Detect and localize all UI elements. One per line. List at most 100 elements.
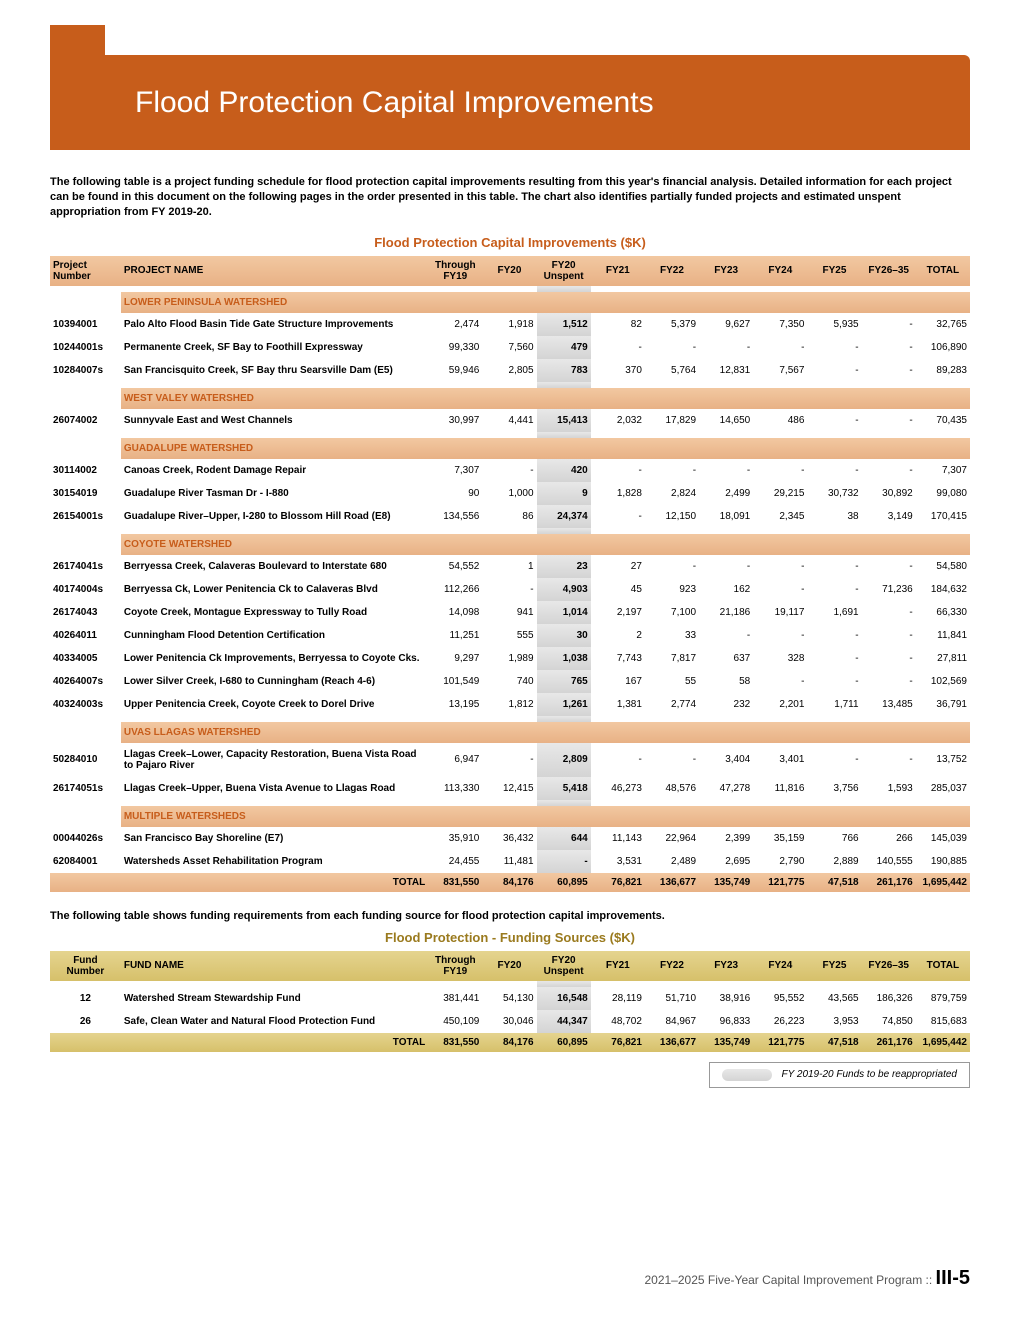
cell-value: 2,345: [753, 505, 807, 528]
cell-value: 11,481: [482, 850, 536, 873]
table-row: 26174043Coyote Creek, Montague Expresswa…: [50, 601, 970, 624]
col-fy24: FY24: [753, 951, 807, 981]
table-row: 30154019Guadalupe River Tasman Dr - I-88…: [50, 482, 970, 505]
cell-value: -: [482, 578, 536, 601]
cell-value: 36,432: [482, 827, 536, 850]
cell-number: 40324003s: [50, 693, 121, 716]
cell-value: 70,435: [916, 409, 970, 432]
cell-number: 26174041s: [50, 555, 121, 578]
cell-value: -: [753, 624, 807, 647]
cell-value: 21,186: [699, 601, 753, 624]
cell-value: -: [807, 743, 861, 777]
cell-value: 555: [482, 624, 536, 647]
cell-value: 3,149: [862, 505, 916, 528]
cell-value: 2,805: [482, 359, 536, 382]
col-fy25: FY25: [807, 951, 861, 981]
cell-value: 766: [807, 827, 861, 850]
cell-value: 112,266: [428, 578, 482, 601]
section-name: COYOTE WATERSHED: [121, 534, 428, 555]
cell-value: 232: [699, 693, 753, 716]
cell-value: -: [862, 409, 916, 432]
col-fy20: FY20: [482, 256, 536, 286]
total-row: TOTAL831,55084,17660,89576,821136,677135…: [50, 873, 970, 892]
footer-page-number: III-5: [936, 1267, 970, 1289]
cell-value: -: [807, 409, 861, 432]
cell-value: 4,441: [482, 409, 536, 432]
cell-value: 58: [699, 670, 753, 693]
cell-value: 136,677: [645, 873, 699, 892]
cell-value: 99,080: [916, 482, 970, 505]
cell-value: 95,552: [753, 987, 807, 1010]
table-row: 50284010Llagas Creek–Lower, Capacity Res…: [50, 743, 970, 777]
cell-value: 5,418: [537, 777, 591, 800]
cell-value: 27,811: [916, 647, 970, 670]
cell-value: -: [591, 336, 645, 359]
cell-value: 36,791: [916, 693, 970, 716]
cell-value: 15,413: [537, 409, 591, 432]
section-name: MULTIPLE WATERSHEDS: [121, 806, 428, 827]
cell-value: 285,037: [916, 777, 970, 800]
cell-name: Llagas Creek–Lower, Capacity Restoration…: [121, 743, 428, 777]
cell-number: 00044026s: [50, 827, 121, 850]
cell-name: Permanente Creek, SF Bay to Foothill Exp…: [121, 336, 428, 359]
cell-value: 1,512: [537, 313, 591, 336]
cell-value: 9,297: [428, 647, 482, 670]
cell-value: 3,404: [699, 743, 753, 777]
table-row: 40324003sUpper Penitencia Creek, Coyote …: [50, 693, 970, 716]
cell-value: -: [753, 336, 807, 359]
section-name: WEST VALEY WATERSHED: [121, 388, 428, 409]
cell-value: -: [699, 459, 753, 482]
cell-value: 7,560: [482, 336, 536, 359]
cell-number: 30114002: [50, 459, 121, 482]
col-fy20: FY20: [482, 951, 536, 981]
cell-value: 5,379: [645, 313, 699, 336]
cell-value: 54,552: [428, 555, 482, 578]
cell-value: 3,531: [591, 850, 645, 873]
cell-value: -: [645, 459, 699, 482]
cell-value: -: [699, 555, 753, 578]
cell-name: Watersheds Asset Rehabilitation Program: [121, 850, 428, 873]
cell-value: 7,307: [428, 459, 482, 482]
cell-value: 33: [645, 624, 699, 647]
cell-value: -: [807, 578, 861, 601]
col-fy22: FY22: [645, 256, 699, 286]
projects-table: Project Number PROJECT NAME Through FY19…: [50, 256, 970, 892]
cell-value: 46,273: [591, 777, 645, 800]
cell-value: 2,809: [537, 743, 591, 777]
cell-value: 59,946: [428, 359, 482, 382]
table-row: 62084001Watersheds Asset Rehabilitation …: [50, 850, 970, 873]
cell-name: Sunnyvale East and West Channels: [121, 409, 428, 432]
col-fy26-35: FY26–35: [862, 951, 916, 981]
page-footer: 2021–2025 Five-Year Capital Improvement …: [644, 1267, 970, 1290]
cell-value: 3,401: [753, 743, 807, 777]
table-row: 26Safe, Clean Water and Natural Flood Pr…: [50, 1010, 970, 1033]
cell-value: -: [807, 459, 861, 482]
cell-value: 84,176: [482, 1033, 536, 1052]
cell-value: 11,143: [591, 827, 645, 850]
cell-name: Palo Alto Flood Basin Tide Gate Structur…: [121, 313, 428, 336]
cell-value: 783: [537, 359, 591, 382]
cell-value: 486: [753, 409, 807, 432]
cell-value: 11,816: [753, 777, 807, 800]
cell-value: 45: [591, 578, 645, 601]
cell-value: -: [482, 459, 536, 482]
col-fy23: FY23: [699, 256, 753, 286]
cell-value: 28,119: [591, 987, 645, 1010]
cell-value: 1,261: [537, 693, 591, 716]
cell-name: Guadalupe River–Upper, I-280 to Blossom …: [121, 505, 428, 528]
table1-title: Flood Protection Capital Improvements ($…: [50, 235, 970, 250]
cell-value: 765: [537, 670, 591, 693]
cell-value: 2,201: [753, 693, 807, 716]
cell-value: 30,046: [482, 1010, 536, 1033]
section-name: GUADALUPE WATERSHED: [121, 438, 428, 459]
cell-value: 2: [591, 624, 645, 647]
cell-value: 135,749: [699, 873, 753, 892]
cell-value: -: [753, 459, 807, 482]
cell-value: 7,743: [591, 647, 645, 670]
cell-value: 2,774: [645, 693, 699, 716]
cell-number: 26074002: [50, 409, 121, 432]
cell-value: -: [699, 336, 753, 359]
cell-value: 4,903: [537, 578, 591, 601]
col-fund-number: Fund Number: [50, 951, 121, 981]
page: Flood Protection Capital Improvements Th…: [0, 0, 1020, 1320]
